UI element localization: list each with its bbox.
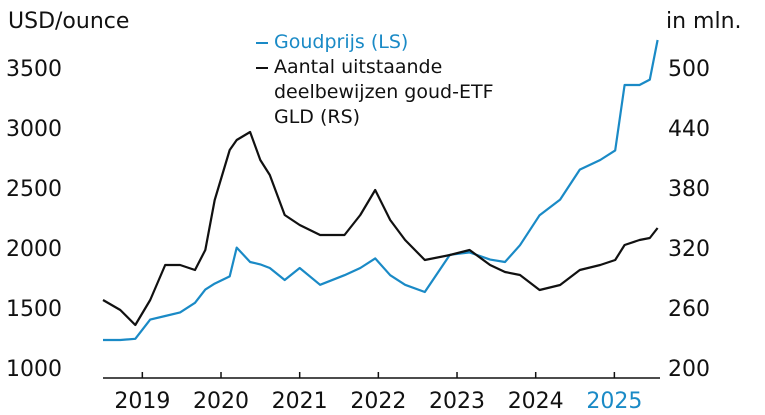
y-tick-label: 3000 <box>6 117 62 142</box>
y2-tick-label: 440 <box>668 117 710 142</box>
y2-tick-label: 260 <box>668 297 710 322</box>
y2-tick-label: 380 <box>668 177 710 202</box>
y2-tick-label: 500 <box>668 57 710 82</box>
y-tick-label: 2000 <box>6 237 62 262</box>
legend-label: Goudprijs (LS) <box>274 31 409 53</box>
legend-label: Aantal uitstaande deelbewijzen goud-ETF … <box>274 56 494 128</box>
x-tick-label: 2021 <box>272 389 328 414</box>
x-tick-label: 2022 <box>350 389 406 414</box>
series-line <box>103 39 659 342</box>
x-tick-label: 2024 <box>508 389 564 414</box>
series-line <box>102 130 659 327</box>
legend-entry: Goudprijs (LS) <box>256 30 506 55</box>
y-tick-label: 1500 <box>6 297 62 322</box>
y-tick-label: 3500 <box>6 57 62 82</box>
y-axis-title: USD/ounce <box>8 9 129 34</box>
x-tick-label: 2020 <box>193 389 249 414</box>
legend: Goudprijs (LS) Aantal uitstaande deelbewi… <box>256 30 506 130</box>
y-tick-label: 1000 <box>6 357 62 382</box>
y2-tick-label: 200 <box>668 357 710 382</box>
y2-tick-label: 320 <box>668 237 710 262</box>
legend-swatch <box>256 67 268 69</box>
x-tick-label: 2019 <box>114 389 170 414</box>
legend-entry: Aantal uitstaande deelbewijzen goud-ETF … <box>256 55 506 130</box>
y-tick-label: 2500 <box>6 177 62 202</box>
x-tick-label: 2025 <box>586 389 642 414</box>
legend-swatch <box>256 42 268 44</box>
y2-axis-title: in mln. <box>666 9 742 34</box>
x-tick-label: 2023 <box>429 389 485 414</box>
